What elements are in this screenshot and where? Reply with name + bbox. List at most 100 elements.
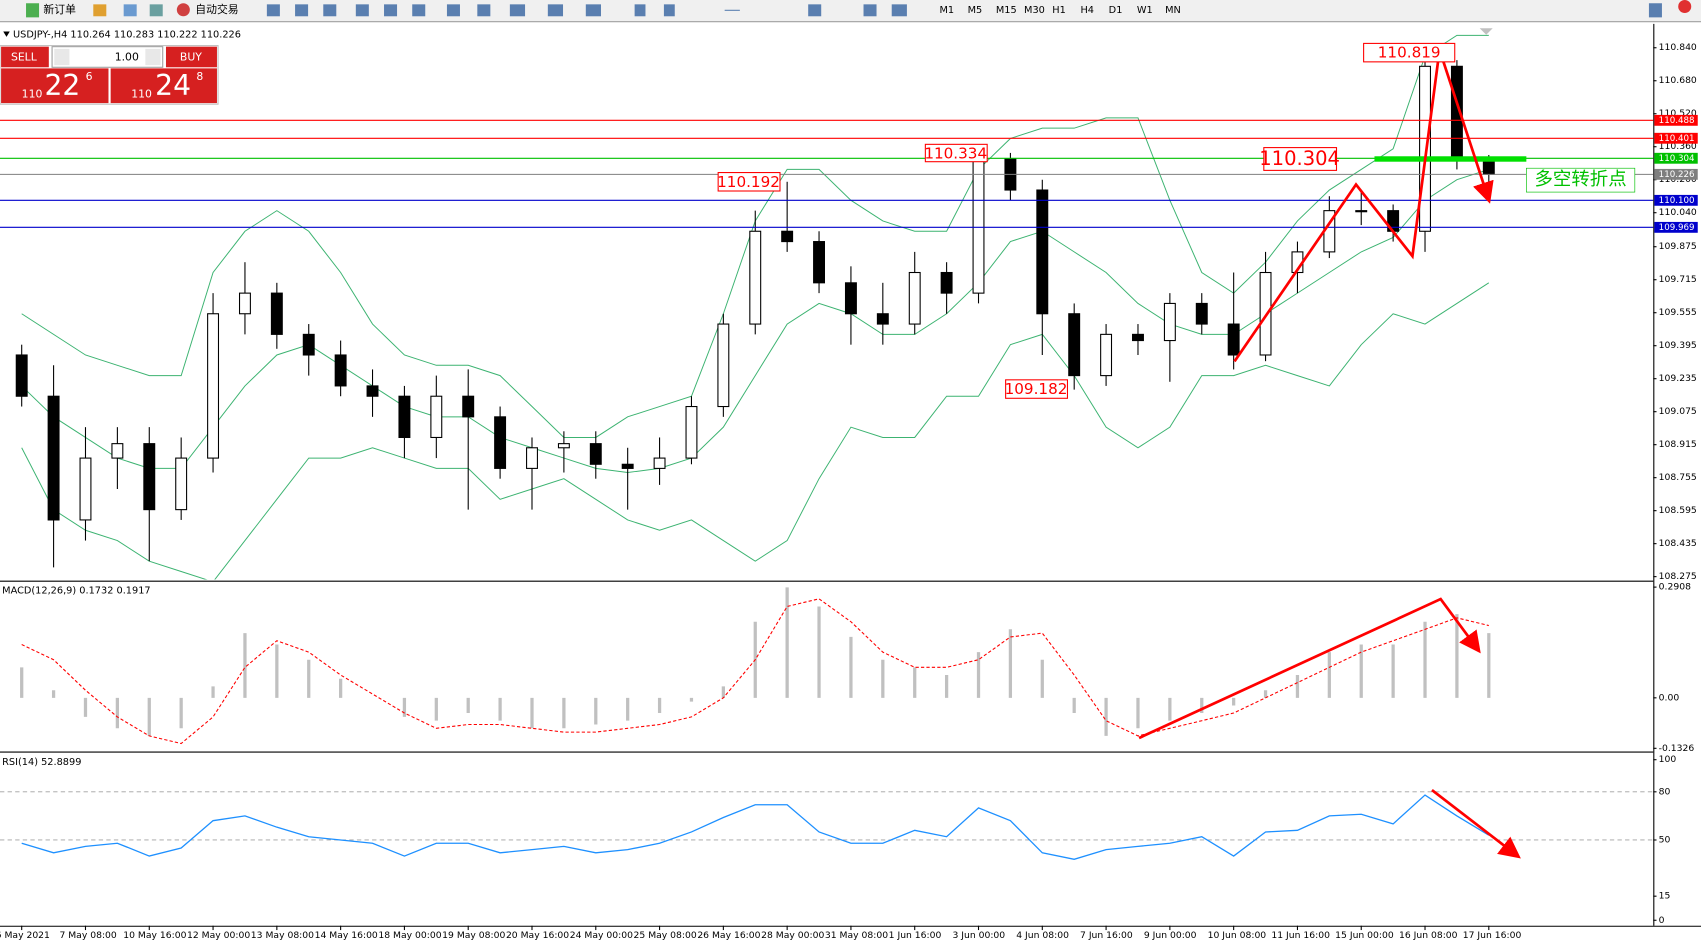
tool-icon[interactable]	[477, 4, 491, 17]
timeframe-button[interactable]: M30	[1024, 5, 1045, 16]
tool-icon[interactable]	[808, 4, 822, 17]
timeframe-button[interactable]: H1	[1052, 5, 1066, 16]
tool-icon[interactable]	[266, 4, 280, 17]
x-tick-label: 20 May 16:00	[506, 930, 569, 941]
candle-body	[589, 443, 602, 465]
timeframe-button[interactable]: M5	[968, 5, 983, 16]
candle-body	[526, 447, 538, 469]
candle-body	[398, 395, 411, 439]
sell-label[interactable]: SELL	[11, 51, 37, 64]
notification-badge[interactable]	[1678, 0, 1692, 14]
price-level-tag	[1654, 221, 1698, 233]
x-tick-label: 16 Jun 08:00	[1399, 930, 1458, 941]
candle-body	[1419, 65, 1431, 232]
panel-title: RSI(14) 52.8899	[2, 757, 81, 768]
candle-body	[1068, 313, 1081, 377]
tool-icon[interactable]	[123, 4, 137, 17]
new-order-icon[interactable]	[26, 3, 40, 18]
bid-pips[interactable]: 22	[44, 69, 80, 102]
y-tick-label: 0.2908	[1659, 582, 1691, 593]
tool-icon[interactable]	[863, 4, 877, 17]
tool-icon[interactable]	[891, 4, 907, 17]
annotation: 多空转折点	[1535, 169, 1627, 190]
x-tick-label: 24 May 00:00	[570, 930, 633, 941]
ask-big[interactable]: 110	[131, 87, 152, 100]
buy-label[interactable]: BUY	[180, 51, 202, 64]
new-order-button[interactable]: 新订单	[43, 2, 76, 16]
timeframe-button[interactable]: D1	[1109, 5, 1123, 16]
y-tick-label: 110.360	[1659, 141, 1697, 152]
y-tick-label: 100	[1659, 754, 1677, 765]
tool-icon[interactable]	[634, 4, 646, 17]
tool-icon[interactable]	[149, 4, 163, 17]
auto-trading-button[interactable]: 自动交易	[195, 2, 238, 16]
tool-icon[interactable]	[323, 4, 337, 17]
y-tick-label: 108.755	[1659, 472, 1697, 483]
tool-icon[interactable]	[585, 4, 601, 17]
sell-button[interactable]	[1, 46, 49, 68]
timeframe-button[interactable]: H4	[1080, 5, 1094, 16]
tool-icon[interactable]	[663, 4, 675, 17]
x-tick-label: 3 Jun 00:00	[952, 930, 1005, 941]
ask-pips[interactable]: 24	[155, 69, 191, 102]
lots-up[interactable]	[145, 48, 161, 66]
candle-body	[143, 443, 156, 511]
candle-body	[1036, 189, 1049, 315]
x-tick-label: 7 May 08:00	[59, 930, 116, 941]
candle-body	[430, 395, 443, 439]
candle-body	[1355, 210, 1368, 213]
tool-icon[interactable]	[384, 4, 398, 17]
buy-button[interactable]	[165, 46, 217, 68]
auto-trading-icon[interactable]	[176, 3, 190, 17]
timeframe-button[interactable]: W1	[1137, 5, 1153, 16]
lots-value[interactable]: 1.00	[115, 51, 139, 64]
candle-body	[238, 292, 251, 315]
candle-body	[876, 313, 889, 325]
y-tick-label: 109.075	[1659, 406, 1697, 417]
bollinger-band	[21, 168, 1489, 474]
y-tick-label: 108.435	[1659, 538, 1697, 549]
tool-icon[interactable]	[547, 4, 564, 17]
pivot-zone	[1374, 156, 1527, 162]
toolbar	[0, 0, 1701, 22]
drawings: 110.819 110.334 110.192 110.304 109.182 …	[717, 42, 1636, 859]
ask-point[interactable]: 8	[196, 70, 203, 83]
tool-icon[interactable]	[93, 4, 107, 17]
bid-box[interactable]	[1, 68, 109, 104]
candle-body	[1132, 333, 1144, 342]
price-level-tag	[1654, 168, 1698, 180]
candle-body	[462, 395, 475, 418]
y-tick-label: 50	[1659, 834, 1671, 845]
candle-body	[972, 158, 985, 294]
x-tick-label: 18 May 00:00	[378, 930, 441, 941]
annotation-box	[1005, 379, 1069, 399]
tool-icon[interactable]	[355, 4, 369, 17]
toolbar-icons	[266, 3, 1662, 18]
panel-title: MACD(12,26,9) 0.1732 0.1917	[2, 585, 150, 596]
x-tick-label: 25 May 08:00	[634, 930, 697, 941]
timeframe-button[interactable]: M1	[939, 5, 954, 16]
x-tick-label: 6 May 2021	[0, 930, 50, 941]
timeframe-button[interactable]: M15	[996, 5, 1017, 16]
tool-icon[interactable]	[509, 4, 526, 17]
timeframe-button[interactable]: MN	[1165, 5, 1181, 16]
bid-point[interactable]: 6	[86, 70, 93, 83]
tool-icon[interactable]	[446, 4, 460, 17]
price-level-label: 110.226	[1659, 170, 1695, 180]
x-tick-label: 26 May 16:00	[697, 930, 760, 941]
candle-body	[47, 395, 60, 521]
price-level-label: 110.401	[1659, 134, 1695, 144]
y-tick-label: 108.595	[1659, 505, 1697, 516]
price-level-label: 110.304	[1659, 154, 1695, 164]
y-tick-label: 110.840	[1659, 42, 1697, 53]
search-icon[interactable]	[1648, 3, 1662, 18]
bid-big[interactable]: 110	[22, 87, 43, 100]
tool-icon[interactable]	[295, 4, 309, 17]
ask-box[interactable]	[110, 68, 217, 104]
price-level-tag	[1654, 132, 1698, 144]
lots-input[interactable]	[51, 46, 164, 68]
lots-down[interactable]	[54, 48, 70, 66]
tool-icon[interactable]	[412, 4, 426, 17]
tool-icon[interactable]	[724, 9, 740, 11]
